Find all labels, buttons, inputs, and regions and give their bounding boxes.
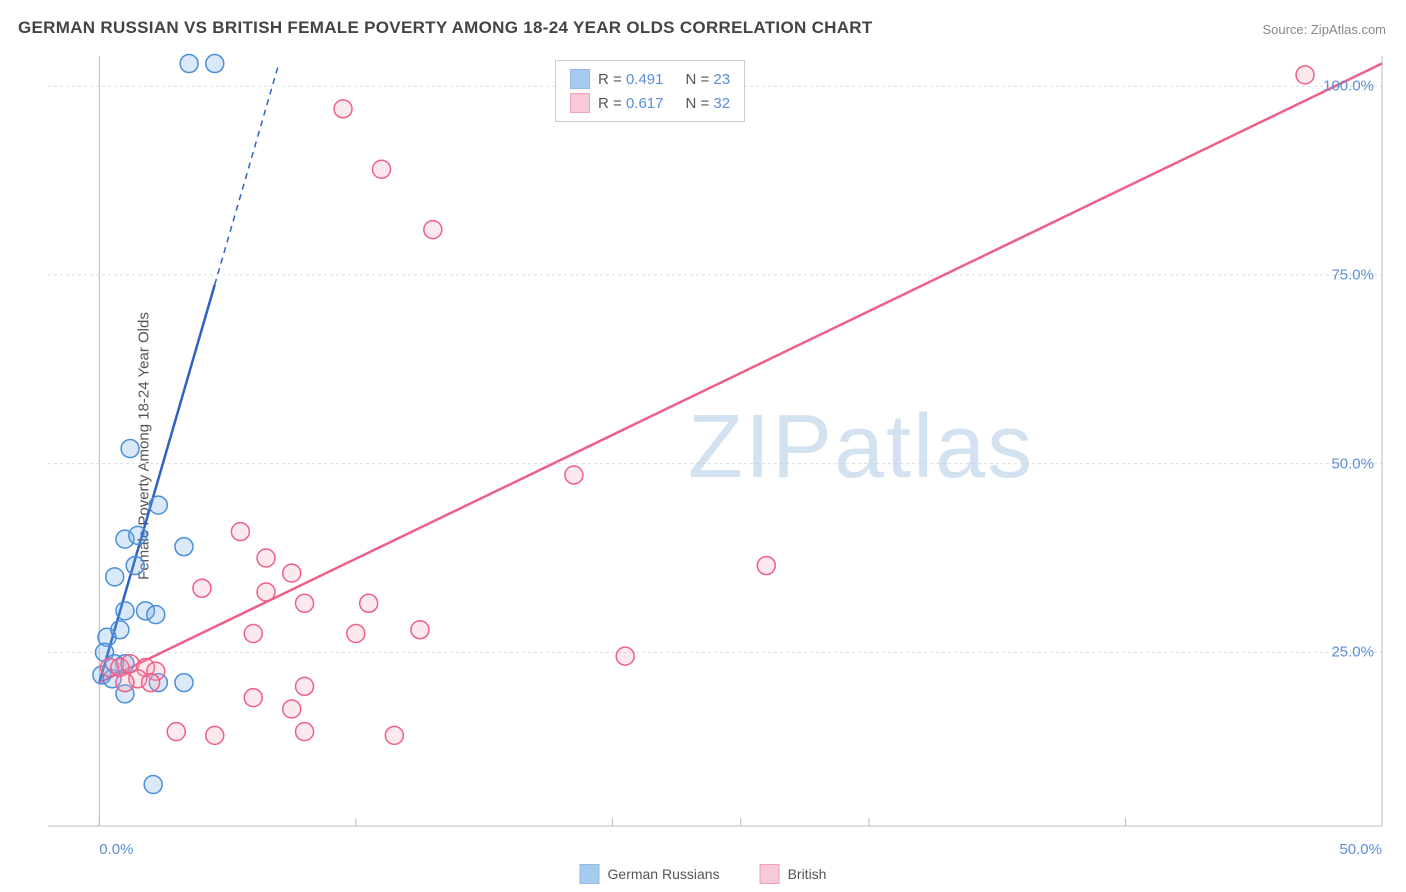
y-tick-label: 50.0%: [1331, 455, 1374, 472]
chart-title: GERMAN RUSSIAN VS BRITISH FEMALE POVERTY…: [18, 18, 873, 38]
x-tick-label: 0.0%: [99, 841, 133, 858]
series-legend: German Russians British: [580, 864, 827, 884]
scatter-chart: [48, 56, 1382, 826]
correlation-legend: R = 0.491 N = 23 R = 0.617 N = 32: [555, 60, 745, 122]
source-label: Source: ZipAtlas.com: [1262, 22, 1386, 37]
legend-swatch: [580, 864, 600, 884]
legend-item-german-russians: German Russians: [580, 864, 720, 884]
r-label: R = 0.491: [598, 71, 663, 88]
y-tick-label: 75.0%: [1331, 266, 1374, 283]
n-label: N = 23: [685, 71, 730, 88]
legend-stat-row: R = 0.617 N = 32: [570, 91, 730, 115]
legend-stat-row: R = 0.491 N = 23: [570, 67, 730, 91]
n-label: N = 32: [685, 95, 730, 112]
legend-item-british: British: [760, 864, 827, 884]
legend-label: German Russians: [608, 866, 720, 882]
plot-area: ZIPatlas R = 0.491N = 23R = 0.617N = 32 …: [48, 56, 1382, 826]
y-tick-label: 25.0%: [1331, 644, 1374, 661]
legend-label: British: [788, 866, 827, 882]
r-label: R = 0.617: [598, 95, 663, 112]
x-tick-label: 50.0%: [1339, 841, 1382, 858]
legend-swatch: [760, 864, 780, 884]
y-tick-label: 100.0%: [1323, 78, 1374, 95]
legend-swatch: [570, 69, 590, 89]
legend-swatch: [570, 93, 590, 113]
